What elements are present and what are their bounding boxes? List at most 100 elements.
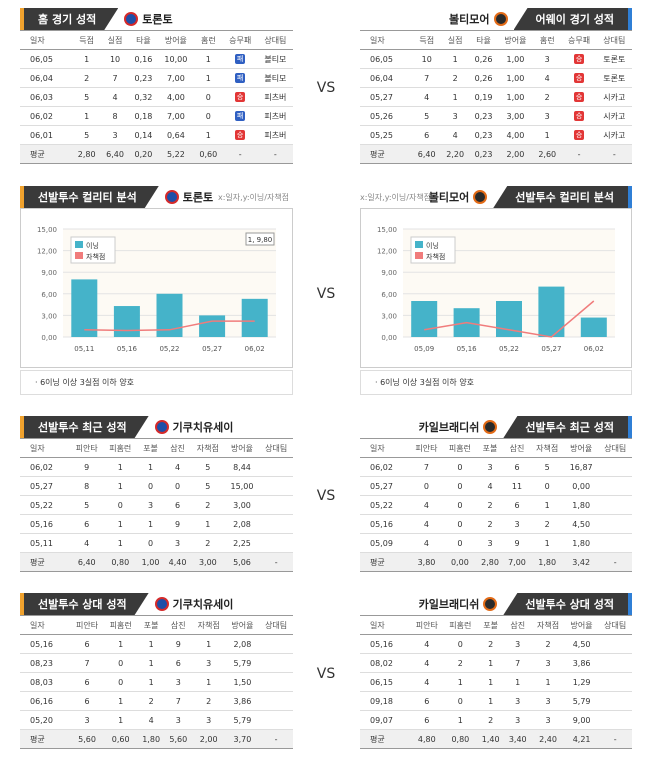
table-row: 09,18 6 0 1 3 3 5,79 [360, 691, 632, 711]
y-tick-label: 6,00 [41, 291, 57, 299]
table-cell [598, 653, 632, 673]
table-cell: 0,18 [129, 106, 158, 126]
table-cell: 1 [477, 672, 505, 692]
table-cell: 6,40 [69, 552, 104, 572]
table-row: 09,07 6 1 2 3 3 9,00 [360, 710, 632, 730]
table-cell: 05,11 [20, 533, 70, 553]
table-cell: 4,00 [497, 125, 534, 145]
table-cell: 0,14 [129, 125, 158, 145]
y-tick-label: 12,00 [37, 248, 57, 256]
pitcher-vs-header: 카일브래디쉬 선발투수 상대 성적 [413, 593, 632, 615]
table-cell: 7,00 [157, 68, 195, 88]
table-cell: 평균 [360, 552, 410, 572]
table-cell: - [259, 729, 293, 749]
table-row: 05,27 0 0 4 11 0 0,00 [360, 476, 632, 496]
table-cell: 1 [443, 710, 478, 730]
table-cell: 1 [533, 125, 562, 145]
inning-bar [411, 301, 438, 337]
column-header: 자책점 [531, 615, 565, 635]
table-cell: 평균 [20, 552, 70, 572]
inning-bar [71, 279, 98, 337]
x-tick-label: 05,22 [499, 345, 519, 353]
table-cell: 1 [103, 514, 138, 534]
column-header: 상대팀 [596, 30, 632, 50]
table-cell: 0,60 [103, 729, 138, 749]
table-cell: 1 [194, 125, 223, 145]
table-cell: 4 [164, 457, 192, 477]
table-cell: 06,05 [360, 49, 413, 69]
column-header: 피홈런 [103, 438, 138, 458]
table-row: 06,02 9 1 1 4 5 8,44 [20, 457, 293, 477]
table-cell: 3 [164, 533, 192, 553]
team-label: 토론토 [118, 11, 178, 27]
table-cell: 1,00 [137, 552, 165, 572]
table-cell: 1 [440, 87, 470, 107]
table-cell: 4 [409, 533, 444, 553]
table-cell: 0 [103, 495, 138, 515]
table-row: 06,02 1 8 0,18 7,00 0 패 피츠버 [20, 106, 293, 126]
table-cell: 2,25 [224, 533, 260, 553]
table-cell: 08,02 [360, 653, 410, 673]
column-header: 상대팀 [257, 30, 293, 50]
table-cell: 05,27 [20, 476, 70, 496]
table-cell [259, 672, 293, 692]
column-header: 자책점 [530, 438, 564, 458]
table-cell: 3 [533, 106, 562, 126]
table-cell: 06,16 [20, 691, 71, 711]
table-cell: 1,00 [497, 87, 534, 107]
chart-tooltip-text: 1, 9,80 [248, 236, 273, 244]
table-cell: 11 [503, 476, 531, 496]
table-cell: 2 [477, 710, 505, 730]
table-cell: 06,04 [20, 68, 73, 88]
average-row: 평균 6,40 0,80 1,00 4,40 3,00 5,06- [20, 552, 293, 572]
table-cell: 0 [103, 672, 138, 692]
table-cell: 3 [504, 634, 532, 654]
pitcher-recent-table: 일자 피안타 피홈런 포볼 삼진 자책점 방어율 상대팀 06,02 9 1 1 4 5 8,44 05,27… [20, 438, 293, 572]
table-row: 05,26 5 3 0,23 3,00 3 승 시카고 [360, 106, 632, 126]
table-cell: 6 [70, 672, 104, 692]
tab-pitcher-vs: 선발투수 상대 성적 [20, 593, 149, 615]
table-cell: 5,60 [164, 729, 192, 749]
table-cell: 05,20 [20, 710, 71, 730]
table-cell: 1 [72, 49, 101, 69]
table-cell: 1,00 [497, 68, 534, 88]
column-header: 상대팀 [598, 615, 632, 635]
table-cell: 06,15 [360, 672, 410, 692]
table-cell: 0 [443, 457, 477, 477]
tab-away-record: 어웨이 경기 성적 [513, 8, 632, 30]
table-cell: 0,23 [469, 144, 498, 164]
table-cell: 7 [164, 691, 192, 711]
table-cell: 평균 [360, 729, 410, 749]
table-cell: 0,23 [469, 106, 498, 126]
table-cell: 8 [100, 106, 130, 126]
average-row: 평균 4,80 0,80 1,40 3,40 2,40 4,21- [360, 729, 632, 749]
table-row: 06,15 4 1 1 1 1 1,29 [360, 672, 632, 692]
y-tick-label: 0,00 [381, 334, 397, 342]
table-cell: 1 [137, 457, 165, 477]
table-cell: 2 [476, 495, 504, 515]
team-label: 볼티모어 [423, 189, 493, 205]
table-cell: 6 [410, 691, 444, 711]
column-header: 피안타 [410, 615, 444, 635]
column-header: 일자 [20, 615, 71, 635]
table-cell: 8,44 [224, 457, 260, 477]
column-header: 상대팀 [259, 615, 293, 635]
table-cell: 7,00 [157, 106, 195, 126]
table-cell: 승 [561, 125, 597, 145]
table-cell: 4 [409, 495, 444, 515]
table-cell: 0,16 [129, 49, 158, 69]
team-label: 볼티모어 [443, 11, 513, 27]
table-cell: 7 [504, 653, 532, 673]
table-cell: 2 [531, 634, 565, 654]
column-header: 타율 [469, 30, 498, 50]
table-cell: 5 [191, 457, 225, 477]
team-label: 기쿠치유세이 [149, 419, 240, 435]
column-header: 일자 [20, 30, 73, 50]
table-cell: 1 [191, 634, 226, 654]
table-cell: 4,50 [563, 514, 599, 534]
table-row: 05,16 6 1 1 9 1 2,08 [20, 634, 293, 654]
y-tick-label: 12,00 [377, 248, 397, 256]
table-cell: 16,87 [563, 457, 599, 477]
table-row: 05,16 4 0 2 3 2 4,50 [360, 634, 632, 654]
vs-label: VS [316, 488, 336, 504]
